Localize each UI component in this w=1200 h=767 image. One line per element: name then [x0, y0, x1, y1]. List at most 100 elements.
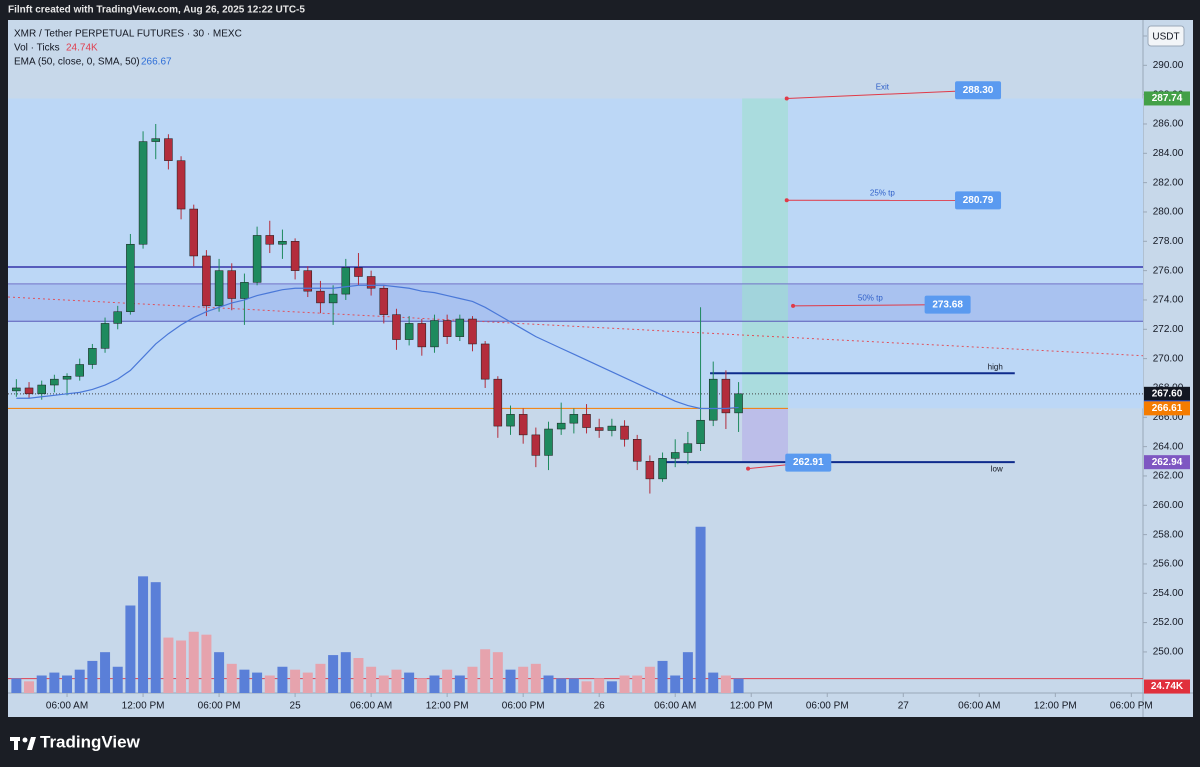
candle-body: [328, 293, 338, 304]
candle-body: [151, 138, 160, 142]
candle-body: [62, 375, 72, 380]
annotation-dot: [784, 198, 789, 203]
candle-body: [240, 282, 249, 299]
volume-bar: [112, 666, 123, 693]
candle-body: [607, 425, 617, 431]
y-tick-label: 290.00: [1153, 60, 1184, 71]
annotation-label: 262.91: [793, 457, 824, 468]
time-axis: [8, 693, 1143, 717]
volume-bar: [543, 675, 554, 693]
y-tick-label: 280.00: [1153, 207, 1184, 218]
annotation-box: [955, 191, 1002, 210]
candle-body: [455, 318, 465, 337]
volume-bar: [24, 681, 35, 693]
candle-body: [658, 458, 667, 480]
price-tag: [1144, 91, 1190, 106]
y-tick-label: 272.00: [1153, 324, 1184, 335]
volume-bar: [644, 666, 655, 693]
price-tag-label: 262.94: [1152, 457, 1183, 468]
volume-bar: [619, 675, 630, 693]
volume-bar: [606, 681, 617, 693]
x-tick-label: 06:00 AM: [654, 701, 696, 712]
volume-bar: [429, 675, 440, 693]
annotation-label: 280.79: [963, 195, 994, 206]
y-tick-label: 284.00: [1153, 148, 1184, 159]
y-tick-label: 260.00: [1153, 500, 1184, 511]
volume-bar: [404, 672, 415, 693]
price-tag-label: 287.74: [1152, 93, 1183, 104]
candle-body: [37, 384, 46, 395]
plot: high low: [8, 98, 1143, 693]
y-tick-label: 286.00: [1153, 119, 1184, 130]
candle-body: [227, 270, 237, 299]
candle-body: [341, 267, 351, 295]
candle-body: [50, 378, 59, 386]
volume-bar: [188, 631, 199, 693]
x-tick-label: 06:00 AM: [958, 701, 1000, 712]
volume-bar: [391, 669, 402, 693]
x-tick-label: 06:00 PM: [502, 701, 545, 712]
candle-body: [544, 428, 553, 456]
y-tick-label: 256.00: [1153, 559, 1184, 570]
x-tick-label: 27: [898, 701, 910, 712]
candle-body: [708, 378, 718, 421]
volume-bar: [518, 666, 529, 693]
price-tag: [1144, 401, 1190, 416]
volume-bar: [201, 634, 212, 693]
volume-bar: [176, 640, 187, 693]
volume-bar: [505, 669, 516, 693]
volume-bar: [277, 666, 288, 693]
volume-bar: [657, 660, 668, 693]
zone: [8, 283, 1143, 322]
volume-bar: [226, 663, 237, 693]
candle-body: [113, 311, 122, 324]
y-tick-label: 282.00: [1153, 177, 1184, 188]
currency-box[interactable]: [1147, 25, 1185, 47]
candle-body: [556, 422, 566, 430]
volume-bar: [353, 658, 364, 693]
volume-bar: [530, 663, 541, 693]
volume-bar: [252, 672, 263, 693]
candle-body: [620, 425, 629, 440]
volume-bar: [632, 675, 643, 693]
x-tick-label: 26: [594, 701, 606, 712]
ema-legend-value: 266.67: [141, 57, 172, 68]
annotation-dot: [791, 303, 796, 308]
candle-body: [518, 414, 528, 436]
candle-body: [734, 393, 743, 414]
volume-bar: [480, 649, 491, 693]
volume-tag: [1144, 679, 1190, 694]
annotation-box: [924, 295, 971, 314]
brand: TradingView: [40, 732, 141, 751]
annotation-arrow: [793, 304, 948, 307]
y-tick-label: 264.00: [1153, 441, 1184, 452]
candle-body: [417, 323, 427, 348]
volume-bar: [49, 672, 60, 693]
annotation-arrow: [786, 89, 979, 99]
candle-body: [12, 387, 21, 392]
ema-line: [16, 284, 739, 410]
candle-body: [430, 320, 439, 348]
volume-tag-label: 24.74K: [1151, 681, 1184, 692]
annotation-dot: [784, 96, 789, 101]
volume-bar: [11, 678, 22, 693]
candle-body: [392, 314, 401, 340]
x-tick-label: 25: [290, 701, 302, 712]
volume-bar: [264, 675, 275, 693]
candle-body: [493, 378, 503, 427]
volume-bar: [36, 675, 47, 693]
y-tick-label: 254.00: [1153, 588, 1184, 599]
candle-body: [278, 241, 287, 245]
volume-bar: [74, 669, 85, 693]
volume-bar: [366, 666, 377, 693]
volume-bar: [100, 652, 111, 693]
volume-bar: [239, 669, 250, 693]
candle-body: [480, 343, 490, 380]
volume-bar: [568, 678, 579, 693]
candle-body: [176, 160, 186, 210]
y-tick-label: 250.00: [1153, 647, 1184, 658]
candle-body: [442, 320, 452, 337]
zone: [8, 98, 1143, 409]
candle-body: [100, 323, 110, 349]
